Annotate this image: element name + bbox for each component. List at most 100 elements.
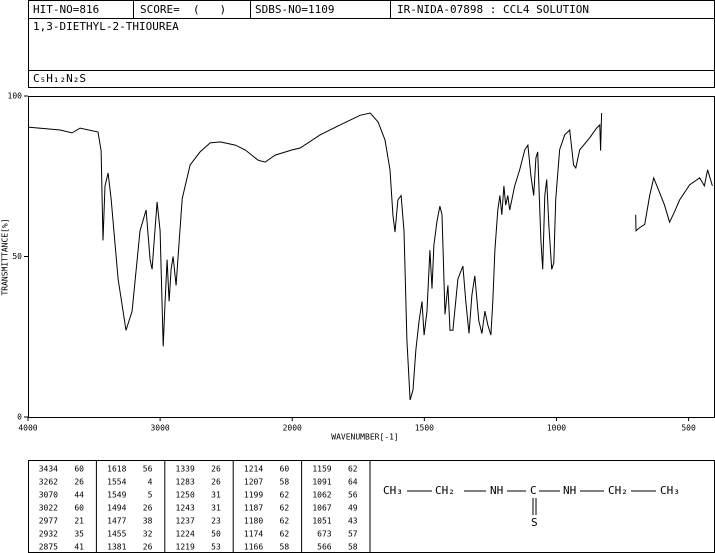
peak-wavenumber: 1199 bbox=[244, 491, 263, 500]
peak-transmittance: 49 bbox=[348, 504, 358, 513]
spectrum-line bbox=[27, 112, 713, 401]
peak-wavenumber: 1494 bbox=[107, 504, 126, 513]
peak-transmittance: 5 bbox=[148, 491, 153, 500]
peak-transmittance: 60 bbox=[74, 465, 84, 474]
peak-wavenumber: 2977 bbox=[39, 517, 58, 526]
peak-wavenumber: 1455 bbox=[107, 530, 126, 539]
peak-transmittance: 57 bbox=[348, 530, 358, 539]
x-tick-label: 1500 bbox=[415, 424, 434, 433]
peak-wavenumber: 1159 bbox=[312, 465, 331, 474]
structure-group: CH₃ bbox=[660, 484, 680, 497]
peak-transmittance: 53 bbox=[211, 543, 221, 552]
peak-transmittance: 62 bbox=[280, 530, 290, 539]
plot-frame bbox=[28, 96, 715, 418]
peak-wavenumber: 1224 bbox=[176, 530, 195, 539]
formula: C₅H₁₂N₂S bbox=[33, 72, 86, 85]
peak-wavenumber: 1618 bbox=[107, 465, 126, 474]
peak-transmittance: 26 bbox=[143, 543, 153, 552]
peak-transmittance: 64 bbox=[348, 478, 358, 487]
peak-wavenumber: 3070 bbox=[39, 491, 58, 500]
peak-transmittance: 56 bbox=[348, 491, 358, 500]
structure-group: CH₂ bbox=[435, 484, 455, 497]
peak-wavenumber: 1166 bbox=[244, 543, 263, 552]
peak-wavenumber: 1219 bbox=[176, 543, 195, 552]
peak-transmittance: 26 bbox=[211, 478, 221, 487]
peak-wavenumber: 1214 bbox=[244, 465, 263, 474]
peak-transmittance: 60 bbox=[280, 465, 290, 474]
peak-wavenumber: 1549 bbox=[107, 491, 126, 500]
peak-transmittance: 62 bbox=[348, 465, 358, 474]
peak-wavenumber: 1067 bbox=[312, 504, 331, 513]
peak-wavenumber: 566 bbox=[317, 543, 332, 552]
peak-transmittance: 26 bbox=[143, 504, 153, 513]
peak-transmittance: 58 bbox=[280, 478, 290, 487]
structure-group: NH bbox=[490, 484, 503, 497]
peak-wavenumber: 1180 bbox=[244, 517, 263, 526]
peak-transmittance: 21 bbox=[74, 517, 84, 526]
peak-transmittance: 58 bbox=[280, 543, 290, 552]
peak-wavenumber: 2875 bbox=[39, 543, 58, 552]
y-axis-label: TRANSMITTANCE[%] bbox=[1, 218, 10, 295]
source: IR-NIDA-07898 : CCL4 SOLUTION bbox=[397, 3, 589, 16]
structure-group: NH bbox=[563, 484, 576, 497]
peak-transmittance: 43 bbox=[348, 517, 358, 526]
peak-transmittance: 32 bbox=[143, 530, 153, 539]
peak-wavenumber: 1174 bbox=[244, 530, 263, 539]
peak-transmittance: 31 bbox=[211, 491, 221, 500]
peak-transmittance: 62 bbox=[280, 517, 290, 526]
y-tick-label: 100 bbox=[8, 92, 23, 101]
peak-wavenumber: 1207 bbox=[244, 478, 263, 487]
peak-transmittance: 44 bbox=[74, 491, 84, 500]
peak-transmittance: 50 bbox=[211, 530, 221, 539]
x-tick-label: 2000 bbox=[283, 424, 302, 433]
peak-wavenumber: 1339 bbox=[176, 465, 195, 474]
score: SCORE= ( ) bbox=[140, 3, 226, 16]
peak-transmittance: 26 bbox=[211, 465, 221, 474]
peak-wavenumber: 1091 bbox=[312, 478, 331, 487]
peak-wavenumber: 1051 bbox=[312, 517, 331, 526]
peak-wavenumber: 1283 bbox=[176, 478, 195, 487]
peak-transmittance: 26 bbox=[74, 478, 84, 487]
structure-group: CH₂ bbox=[608, 484, 628, 497]
peak-transmittance: 62 bbox=[280, 491, 290, 500]
peak-transmittance: 38 bbox=[143, 517, 153, 526]
peak-transmittance: 23 bbox=[211, 517, 221, 526]
peak-transmittance: 56 bbox=[143, 465, 153, 474]
peak-wavenumber: 1243 bbox=[176, 504, 195, 513]
peak-wavenumber: 3434 bbox=[39, 465, 58, 474]
sdbs-no: SDBS-NO=1109 bbox=[255, 3, 334, 16]
x-axis-label: WAVENUMBER[-1] bbox=[331, 433, 398, 442]
peak-transmittance: 60 bbox=[74, 504, 84, 513]
x-tick-label: 1000 bbox=[547, 424, 566, 433]
peak-wavenumber: 1062 bbox=[312, 491, 331, 500]
structure-group: CH₃ bbox=[383, 484, 403, 497]
peak-wavenumber: 1381 bbox=[107, 543, 126, 552]
peak-wavenumber: 2932 bbox=[39, 530, 58, 539]
y-tick-label: 0 bbox=[17, 413, 22, 422]
x-tick-label: 4000 bbox=[18, 424, 37, 433]
hit-no: HIT-NO=816 bbox=[33, 3, 99, 16]
y-tick-label: 50 bbox=[12, 252, 22, 261]
peak-wavenumber: 3022 bbox=[39, 504, 58, 513]
peak-transmittance: 58 bbox=[348, 543, 358, 552]
x-tick-label: 500 bbox=[681, 424, 696, 433]
compound-name: 1,3-DIETHYL-2-THIOUREA bbox=[33, 20, 179, 33]
peak-wavenumber: 1554 bbox=[107, 478, 126, 487]
peak-transmittance: 35 bbox=[74, 530, 84, 539]
peak-wavenumber: 1187 bbox=[244, 504, 263, 513]
structure-group: C bbox=[530, 484, 537, 497]
table-box bbox=[28, 460, 715, 553]
peak-transmittance: 62 bbox=[280, 504, 290, 513]
peak-wavenumber: 1237 bbox=[176, 517, 195, 526]
header-box bbox=[28, 0, 715, 88]
peak-transmittance: 41 bbox=[74, 543, 84, 552]
structure: CH₃ CH₂ NH C NH CH₂ CH₃ S bbox=[383, 484, 680, 529]
peak-wavenumber: 673 bbox=[317, 530, 332, 539]
peak-wavenumber: 1250 bbox=[176, 491, 195, 500]
peak-transmittance: 4 bbox=[148, 478, 153, 487]
peak-transmittance: 31 bbox=[211, 504, 221, 513]
peak-wavenumber: 3262 bbox=[39, 478, 58, 487]
peak-wavenumber: 1477 bbox=[107, 517, 126, 526]
structure-atom: S bbox=[531, 516, 538, 529]
